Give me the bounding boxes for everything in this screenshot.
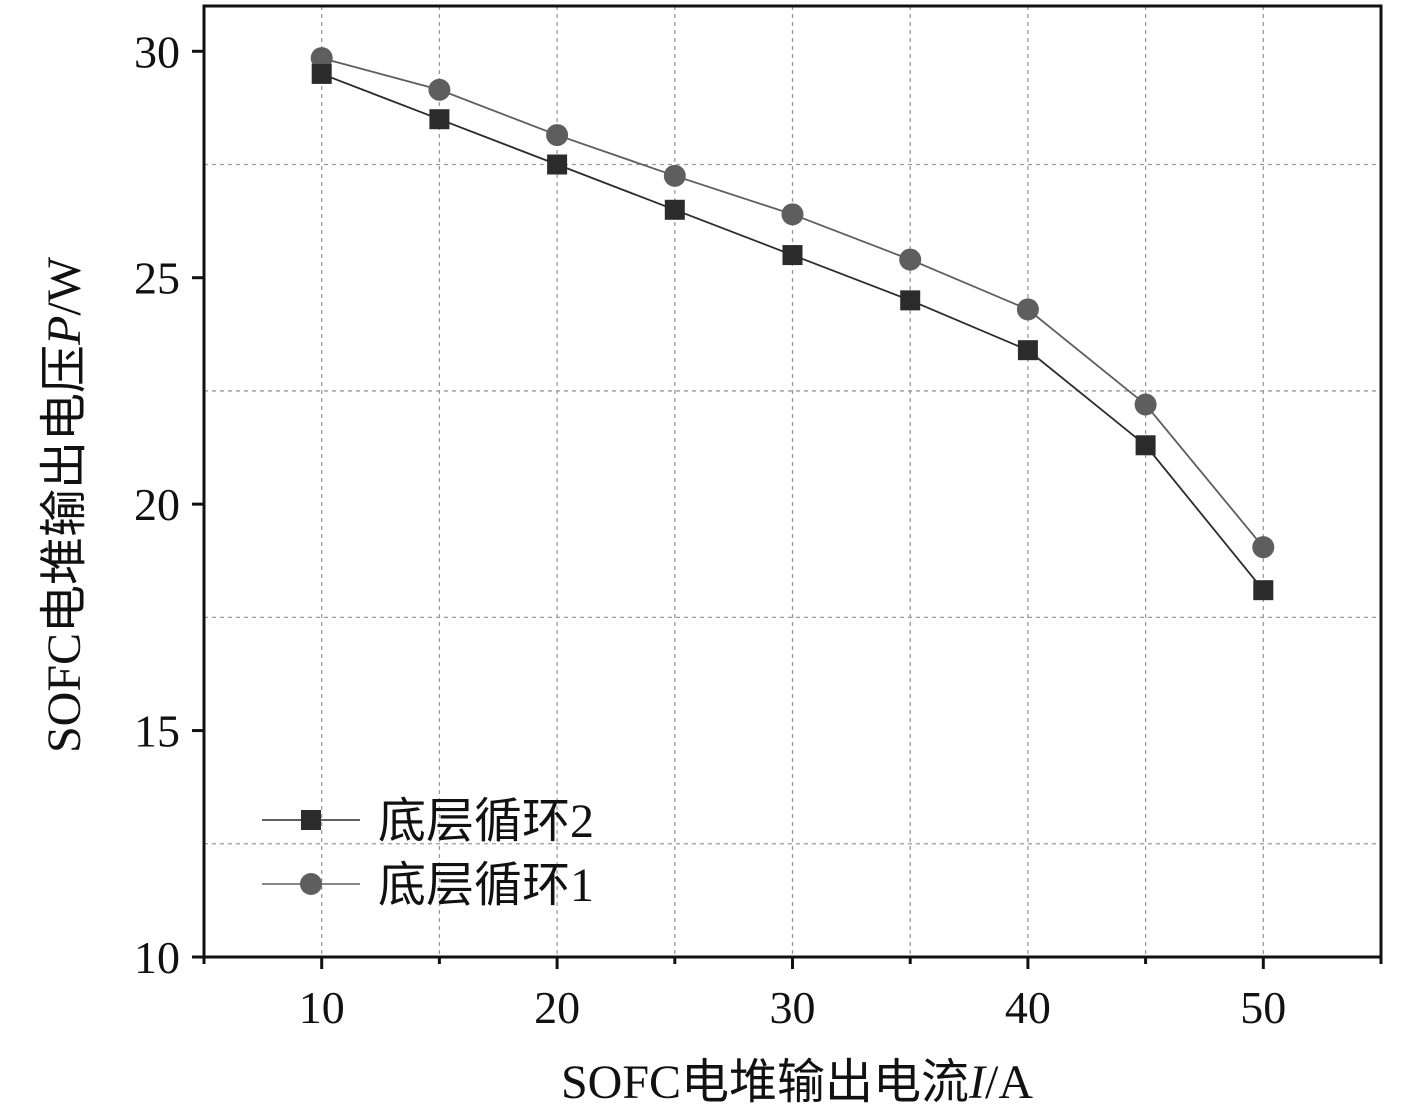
- x-tick-label: 30: [770, 982, 816, 1033]
- tick-labels: 10 15 20 25 30 10 20 30 40 50: [134, 26, 1286, 1033]
- data-point-square: [664, 199, 685, 220]
- data-point-square: [1253, 580, 1274, 601]
- legend-circle-marker: [300, 873, 322, 895]
- data-point-circle: [1252, 536, 1275, 559]
- data-point-circle: [899, 248, 922, 271]
- y-tick-label: 25: [134, 253, 180, 304]
- data-point-square: [1135, 435, 1156, 456]
- y-tick-label: 15: [134, 706, 180, 757]
- data-point-square: [782, 245, 803, 266]
- series-2: [310, 47, 1275, 559]
- legend-square-marker: [301, 810, 321, 830]
- x-tick-label: 50: [1240, 982, 1286, 1033]
- x-tick-label: 40: [1005, 982, 1051, 1033]
- series-1: [311, 63, 1274, 601]
- legend-label-series-1: 底层循环1: [378, 859, 594, 912]
- axes: [192, 4, 1383, 969]
- y-tick-label: 10: [134, 932, 180, 983]
- data-point-circle: [1134, 393, 1157, 416]
- y-tick-label: 30: [134, 26, 180, 77]
- data-point-square: [900, 290, 921, 311]
- legend-item-series-2: 底层循环2: [262, 795, 594, 848]
- x-tick-label: 20: [534, 982, 580, 1033]
- x-axis-title: SOFC电堆输出电流I/A: [561, 1056, 1033, 1109]
- data-point-square: [547, 154, 568, 175]
- data-point-square: [311, 63, 332, 84]
- data-point-square: [1017, 340, 1038, 361]
- data-point-circle: [781, 203, 804, 226]
- data-point-square: [429, 109, 450, 130]
- data-point-circle: [428, 78, 451, 101]
- legend-label-series-2: 底层循环2: [378, 795, 594, 848]
- data-point-circle: [546, 124, 569, 147]
- x-tick-label: 10: [299, 982, 345, 1033]
- data-point-circle: [310, 47, 333, 70]
- legend: 底层循环2 底层循环1: [262, 795, 594, 912]
- series-layer: [310, 47, 1275, 601]
- legend-item-series-1: 底层循环1: [262, 859, 594, 912]
- y-axis-title: SOFC电堆输出电压P/W: [38, 256, 91, 753]
- y-tick-label: 20: [134, 479, 180, 530]
- grid: [204, 6, 1381, 957]
- data-point-circle: [1016, 298, 1039, 321]
- data-point-circle: [663, 164, 686, 187]
